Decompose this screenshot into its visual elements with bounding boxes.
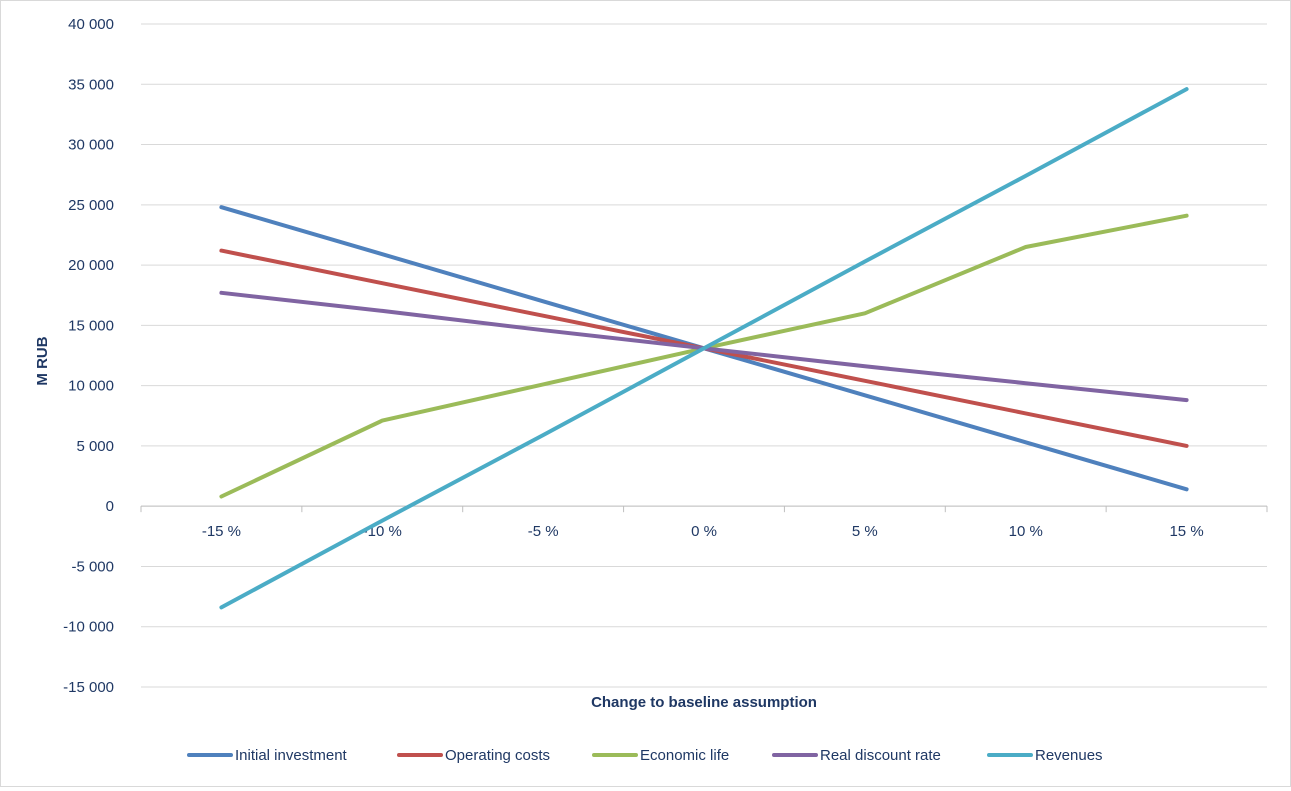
series-line-revenues (219, 87, 1189, 610)
legend-label: Operating costs (445, 747, 550, 764)
y-tick-label: 15 000 (68, 317, 114, 334)
x-tick-label: 0 % (691, 523, 717, 540)
x-tick-label: -10 % (363, 523, 402, 540)
y-tick-label: 40 000 (68, 16, 114, 33)
y-tick-label: -5 000 (71, 558, 114, 575)
x-tick-label: -15 % (202, 523, 241, 540)
y-tick-label: 0 (106, 498, 114, 515)
legend-item: Revenues (987, 747, 1103, 764)
y-tick-label: -15 000 (63, 679, 114, 696)
series-lines (219, 87, 1189, 610)
y-tick-label: 5 000 (76, 438, 114, 455)
y-tick-label: 35 000 (68, 76, 114, 93)
x-axis-title: Change to baseline assumption (591, 694, 817, 711)
x-tick-label: 5 % (852, 523, 878, 540)
legend-label: Initial investment (235, 747, 348, 764)
gridlines (141, 23, 1267, 688)
legend-item: Initial investment (187, 747, 348, 764)
legend-label: Economic life (640, 747, 729, 764)
legend-item: Economic life (592, 747, 729, 764)
series-line-economic-life (219, 213, 1189, 499)
legend-label: Real discount rate (820, 747, 941, 764)
y-tick-label: 30 000 (68, 137, 114, 154)
legend-label: Revenues (1035, 747, 1103, 764)
y-axis-title: M RUB (34, 336, 51, 385)
y-tick-labels: -15 000 -10 000 -5 000 0 5 000 10 000 15 000 20… (63, 16, 114, 696)
y-tick-label: 20 000 (68, 257, 114, 274)
legend-item: Real discount rate (772, 747, 941, 764)
x-tick-label: 15 % (1169, 523, 1203, 540)
x-tick-label: 10 % (1009, 523, 1043, 540)
y-tick-label: 25 000 (68, 197, 114, 214)
y-tick-label: 10 000 (68, 378, 114, 395)
y-tick-label: -10 000 (63, 619, 114, 636)
legend-item: Operating costs (397, 747, 550, 764)
legend: Initial investment Operating costs Economi… (187, 747, 1103, 764)
x-axis (140, 505, 1268, 513)
x-tick-label: -5 % (528, 523, 559, 540)
